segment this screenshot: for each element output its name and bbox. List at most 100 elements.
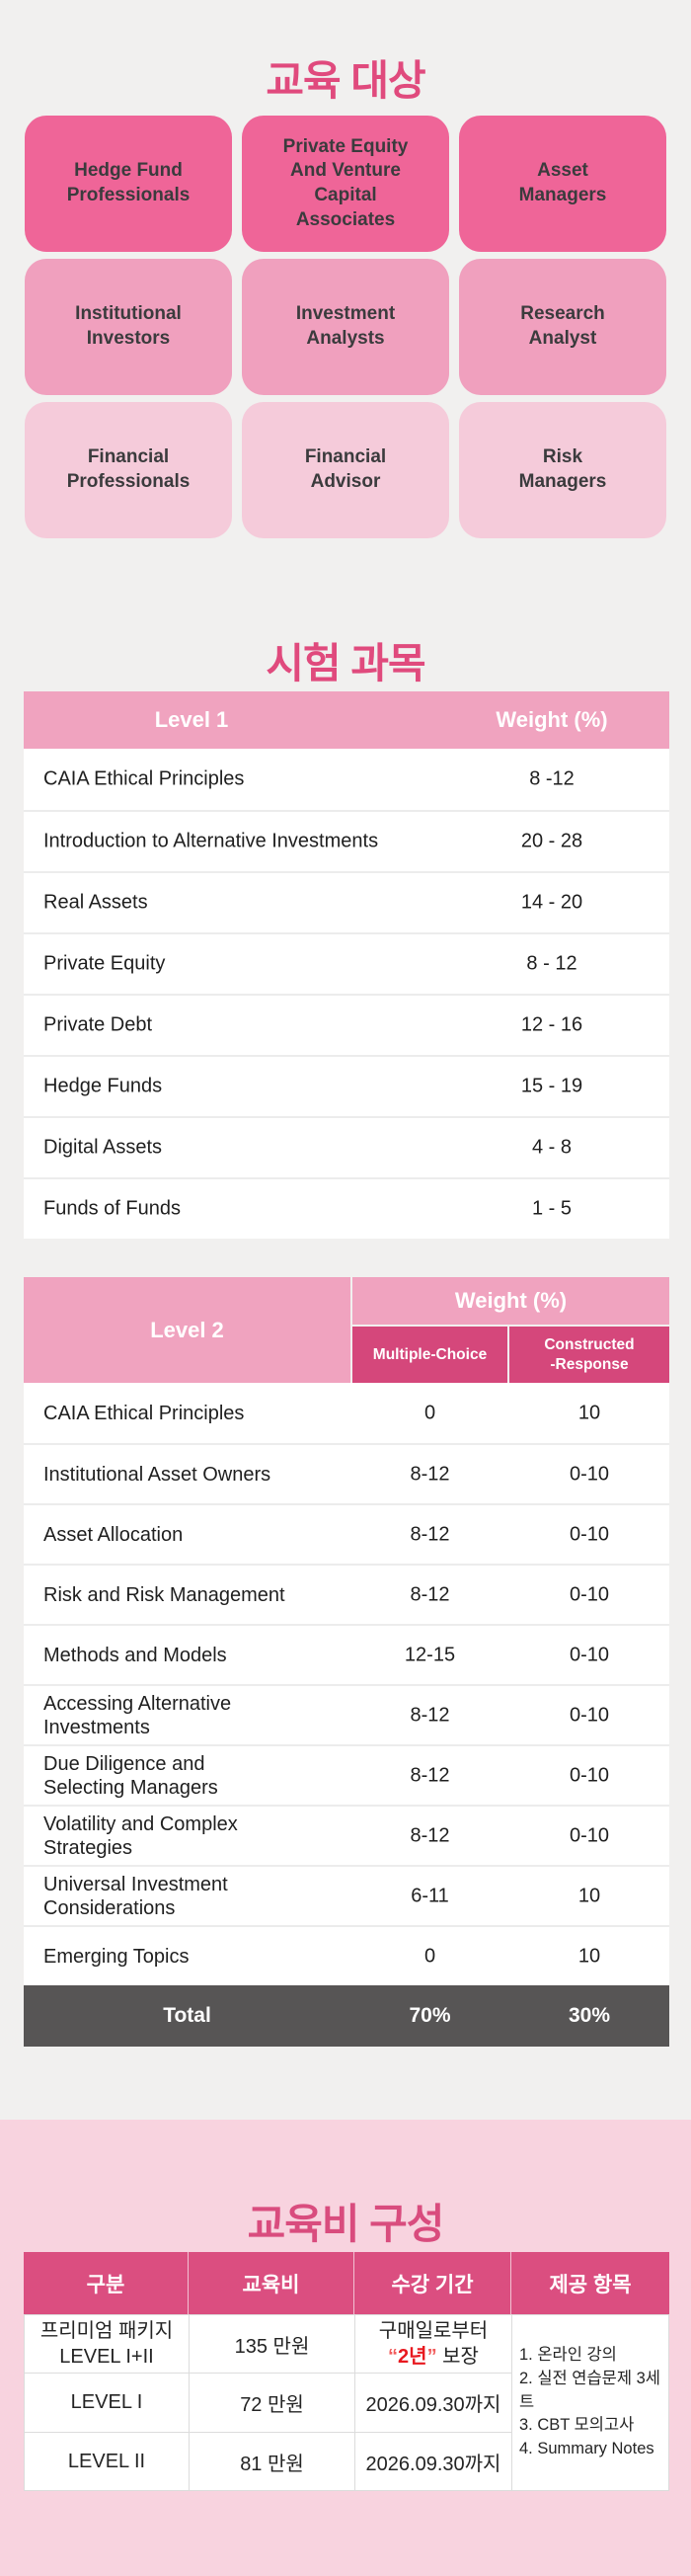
- weight-cell: 1 - 5: [531, 1197, 573, 1220]
- fee-price-cell: 72 만원: [189, 2373, 354, 2432]
- weight-cell: 8 -12: [529, 767, 575, 790]
- audience-box-label: Financial Professionals: [66, 446, 191, 492]
- total-label: Total: [163, 2004, 211, 2027]
- cr-cell: 0-10: [569, 1824, 610, 1846]
- weight-cell: 15 - 19: [520, 1075, 583, 1097]
- table-row: CAIA Ethical Principles 0 10: [24, 1383, 669, 1443]
- level1-table-header: Level 1 Weight (%): [24, 691, 669, 749]
- subject-cell: Due Diligence and Selecting Managers: [43, 1752, 218, 1799]
- total-cr-value: 30%: [568, 2004, 611, 2027]
- audience-section-title: 교육 대상: [266, 57, 425, 104]
- level2-table-body: CAIA Ethical Principles 0 10 Institutional…: [24, 1383, 669, 1985]
- mc-cell: 8-12: [410, 1824, 450, 1846]
- fee-category-level2: LEVEL II: [67, 2450, 146, 2472]
- table-row: CAIA Ethical Principles 8 -12: [24, 749, 669, 810]
- subject-cell: Universal Investment Considerations: [43, 1873, 228, 1919]
- mc-cell: 12-15: [404, 1644, 456, 1665]
- audience-box-label: Financial Advisor: [304, 446, 387, 492]
- fee-period-line1: 구매일로부터: [378, 2320, 489, 2342]
- fee-header-category: 구분: [86, 2273, 125, 2296]
- cr-cell: 10: [577, 1402, 601, 1423]
- weight-cell: 12 - 16: [520, 1013, 583, 1036]
- mc-cell: 0: [423, 1402, 436, 1423]
- fee-header-period: 수강 기간: [353, 2252, 510, 2314]
- level2-header-weight: Weight (%): [352, 1277, 669, 1325]
- table-row: Risk and Risk Management 8-12 0-10: [24, 1564, 669, 1624]
- provided-item: 1. 온라인 강의: [519, 2345, 617, 2364]
- cr-cell: 0-10: [569, 1523, 610, 1545]
- fee-header-price: 교육비: [188, 2252, 353, 2314]
- table-row: Universal Investment Considerations 6-11 1…: [24, 1865, 669, 1925]
- weight-cell: 8 - 12: [526, 952, 577, 975]
- fee-category-level1: LEVEL I: [70, 2391, 143, 2413]
- table-row: Real Assets 14 - 20: [24, 871, 669, 932]
- fee-category-cell: 프리미엄 패키지 LEVEL I+II: [25, 2315, 189, 2373]
- fee-category-cell: LEVEL II: [25, 2432, 189, 2490]
- fee-price-value: 72 만원: [240, 2394, 304, 2416]
- guarantee-years-highlight: 2년: [398, 2346, 427, 2368]
- subject-cell: Volatility and Complex Strategies: [43, 1812, 238, 1859]
- level2-table-header: Level 2 Weight (%) Multiple-Choice Const…: [24, 1277, 669, 1383]
- guarantee-suffix: 보장: [436, 2346, 479, 2368]
- mc-cell: 8-12: [410, 1583, 450, 1605]
- audience-box-hedge-fund-professionals: Hedge Fund Professionals: [25, 116, 232, 252]
- table-row: Hedge Funds 15 - 19: [24, 1055, 669, 1116]
- subjects-section-title: 시험 과목: [266, 640, 425, 686]
- table-row: Due Diligence and Selecting Managers 8-12…: [24, 1744, 669, 1805]
- fee-category-premium-package: 프리미엄 패키지 LEVEL I+II: [39, 2320, 174, 2368]
- table-row: Private Equity 8 - 12: [24, 932, 669, 994]
- weight-cell: 14 - 20: [520, 891, 583, 914]
- fee-category-cell: LEVEL I: [25, 2373, 189, 2432]
- audience-box-pe-vc-associates: Private Equity And Venture Capital Assoc…: [242, 116, 449, 252]
- audience-box-asset-managers: Asset Managers: [459, 116, 666, 252]
- cr-cell: 10: [577, 1885, 601, 1906]
- fee-period-value: 2026.09.30까지: [365, 2394, 501, 2416]
- subject-cell: Risk and Risk Management: [43, 1583, 285, 1606]
- fee-period-cell: 2026.09.30까지: [354, 2432, 511, 2490]
- fee-price-cell: 135 만원: [189, 2315, 354, 2373]
- cr-cell: 0-10: [569, 1644, 610, 1665]
- mc-cell: 0: [423, 1945, 436, 1967]
- fee-section-title: 교육비 구성: [247, 2201, 445, 2247]
- fee-table-header: 구분 교육비 수강 기간 제공 항목: [24, 2252, 669, 2314]
- subject-cell: Private Equity: [43, 952, 166, 975]
- audience-box-label: Hedge Fund Professionals: [66, 160, 191, 205]
- audience-box-financial-professionals: Financial Professionals: [25, 402, 232, 538]
- subject-cell: Real Assets: [43, 891, 148, 914]
- table-row: Institutional Asset Owners 8-12 0-10: [24, 1443, 669, 1503]
- table-row: Accessing Alternative Investments 8-12 0-1…: [24, 1684, 669, 1744]
- audience-grid: Hedge Fund Professionals Private Equity …: [25, 116, 666, 538]
- fee-period-cell: 구매일로부터 “2년” 보장: [354, 2315, 511, 2373]
- table-row: Volatility and Complex Strategies 8-12 0-1…: [24, 1805, 669, 1865]
- fee-price-cell: 81 만원: [189, 2432, 354, 2490]
- provided-item: 4. Summary Notes: [519, 2440, 654, 2458]
- cr-cell: 0-10: [569, 1463, 610, 1485]
- subject-cell: CAIA Ethical Principles: [43, 767, 245, 790]
- cr-cell: 0-10: [569, 1583, 610, 1605]
- level2-table: Level 2 Weight (%) Multiple-Choice Const…: [24, 1277, 669, 2047]
- subject-cell: Hedge Funds: [43, 1075, 163, 1097]
- audience-box-research-analyst: Research Analyst: [459, 259, 666, 395]
- fee-table-body: 프리미엄 패키지 LEVEL I+II 135 만원 구매일로부터 “2년” 보…: [24, 2314, 669, 2491]
- table-row: Private Debt 12 - 16: [24, 994, 669, 1055]
- weight-cell: 4 - 8: [531, 1136, 573, 1159]
- subject-cell: Institutional Asset Owners: [43, 1463, 271, 1486]
- subject-cell: Funds of Funds: [43, 1197, 181, 1220]
- audience-box-label: Institutional Investors: [75, 303, 182, 349]
- fee-period-cell: 2026.09.30까지: [354, 2373, 511, 2432]
- provided-item: 2. 실전 연습문제 3세트: [519, 2369, 660, 2411]
- fee-period-line2: “2년” 보장: [388, 2344, 479, 2370]
- audience-box-risk-managers: Risk Managers: [459, 402, 666, 538]
- mc-cell: 8-12: [410, 1463, 450, 1485]
- subject-cell: CAIA Ethical Principles: [43, 1402, 245, 1424]
- audience-box-label: Risk Managers: [518, 446, 607, 492]
- open-quote: “: [388, 2346, 399, 2368]
- audience-box-investment-analysts: Investment Analysts: [242, 259, 449, 395]
- subject-cell: Emerging Topics: [43, 1945, 190, 1968]
- fee-section: 교육비 구성 구분 교육비 수강 기간 제공 항목 프리미엄 패키지 LEVEL…: [0, 2120, 691, 2576]
- audience-box-label: Private Equity And Venture Capital Assoc…: [282, 135, 409, 230]
- fee-header-provided: 제공 항목: [510, 2252, 669, 2314]
- cr-cell: 0-10: [569, 1764, 610, 1786]
- fee-provided-items-cell: 1. 온라인 강의 2. 실전 연습문제 3세트 3. CBT 모의고사 4. …: [511, 2315, 670, 2490]
- level1-header-weight: Weight (%): [496, 707, 608, 732]
